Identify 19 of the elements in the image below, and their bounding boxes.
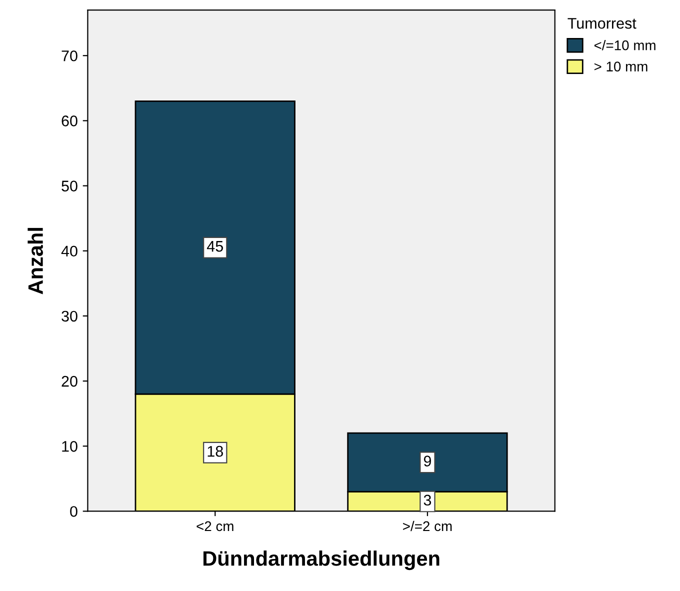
legend-label: </=10 mm [594,40,656,50]
x-tick-label: <2 cm [196,521,234,532]
x-axis-title: Dünndarmabsiedlungen [203,550,440,570]
data-label: 3 [424,494,432,506]
y-tick-label: 30 [62,310,78,322]
data-label: 9 [424,456,431,466]
y-tick-label: 60 [62,116,78,126]
y-tick-label: 40 [61,246,78,257]
legend-label: > 10 mm [594,62,648,72]
x-tick-label: >/=2 cm [403,520,452,532]
data-label: 18 [208,446,223,457]
y-tick-label: 70 [62,50,78,62]
y-tick-label: 0 [70,506,78,517]
data-label: 45 [206,241,223,252]
y-tick-label: 10 [62,440,78,452]
y-axis-title: Anzahl [28,228,43,294]
y-tick-label: 50 [62,180,78,192]
y-tick-label: 20 [62,376,78,387]
legend-title: Tumorrest [568,18,636,29]
